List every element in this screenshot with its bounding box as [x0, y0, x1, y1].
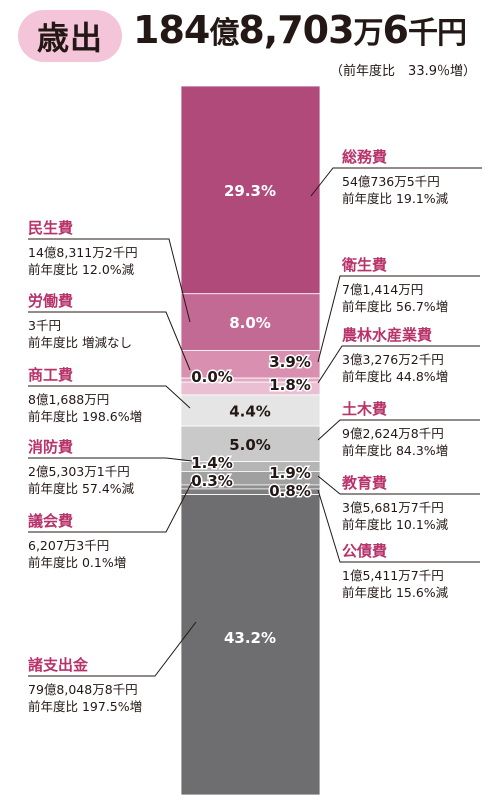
- total-unit-2: 万: [353, 16, 384, 51]
- category-amount-eisei: 7億1,414万円: [342, 282, 423, 297]
- total-unit-3: 千円: [407, 16, 467, 51]
- category-amount-kyoiku: 3億5,681万7千円: [342, 500, 444, 515]
- category-name-kyoiku: 教育費: [341, 474, 387, 492]
- leader-line-shoshishutsu: [28, 621, 197, 677]
- category-amount-shoko: 8億1,688万円: [28, 392, 109, 407]
- pct-label-rodo: 0.0%: [191, 368, 233, 386]
- category-amount-kosai: 1億5,411万7千円: [342, 568, 444, 583]
- bar-segment-minsei: [180, 293, 321, 351]
- category-name-shoko: 商工費: [28, 366, 73, 384]
- pct-label-shoshishutsu: 43.2%: [224, 629, 276, 647]
- leader-line-shoko: [28, 385, 191, 409]
- leader-line-shobo: [28, 457, 193, 462]
- category-change-doboku: 前年度比 84.3%増: [342, 443, 448, 458]
- leader-line-doboku: [317, 419, 480, 441]
- pct-label-doboku: 5.0%: [229, 436, 271, 454]
- category-change-gikai: 前年度比 0.1%増: [28, 555, 126, 570]
- pct-label-shoko: 4.4%: [229, 402, 271, 420]
- leader-line-kosai: [317, 489, 480, 563]
- category-change-rodo: 前年度比 増減なし: [28, 335, 132, 350]
- total-part-1: 184: [133, 8, 210, 52]
- total-unit-1: 億: [209, 16, 239, 51]
- category-amount-soumu: 54億736万5千円: [342, 174, 440, 189]
- leader-line-eisei: [317, 275, 480, 363]
- pct-label-soumu: 29.3%: [224, 182, 276, 200]
- category-amount-shobo: 2億5,303万1千円: [28, 464, 130, 479]
- category-change-shobo: 前年度比 57.4%減: [28, 481, 135, 496]
- leader-line-minsei: [28, 238, 191, 323]
- category-name-shobo: 消防費: [28, 438, 73, 456]
- pct-label-gikai: 0.3%: [191, 472, 233, 490]
- category-change-minsei: 前年度比 12.0%減: [28, 262, 135, 277]
- bar-segment-shoshishutsu: [180, 494, 321, 796]
- category-name-kosai: 公債費: [342, 542, 387, 560]
- leader-line-gikai: [28, 481, 193, 533]
- category-amount-shoshishutsu: 79億8,048万8千円: [28, 682, 138, 697]
- leader-line-kyoiku: [317, 475, 480, 495]
- category-change-shoko: 前年度比 198.6%増: [28, 409, 142, 424]
- pct-label-shobo: 1.4%: [191, 454, 233, 472]
- header-badge-label: 歳出: [36, 19, 103, 57]
- category-change-soumu: 前年度比 19.1%減: [342, 191, 449, 206]
- category-name-minsei: 民生費: [28, 219, 73, 237]
- pct-label-eisei: 3.9%: [269, 353, 311, 371]
- pct-label-norin: 1.8%: [269, 376, 311, 394]
- category-amount-minsei: 14億8,311万2千円: [28, 245, 138, 260]
- category-name-eisei: 衛生費: [341, 256, 387, 274]
- total-part-3: 6: [382, 8, 409, 52]
- leader-line-rodo: [28, 311, 191, 371]
- category-name-soumu: 総務費: [342, 148, 387, 166]
- category-change-kosai: 前年度比 15.6%減: [342, 585, 449, 600]
- total-part-2: 8,703: [238, 8, 354, 52]
- category-name-shoshishutsu: 諸支出金: [28, 656, 89, 674]
- category-name-gikai: 議会費: [28, 512, 73, 530]
- category-change-shoshishutsu: 前年度比 197.5%増: [28, 699, 142, 714]
- category-change-eisei: 前年度比 56.7%増: [342, 299, 448, 314]
- category-change-kyoiku: 前年度比 10.1%減: [342, 517, 449, 532]
- bar-segment-soumu: [180, 85, 321, 295]
- category-name-doboku: 土木費: [342, 400, 387, 418]
- pct-label-kyoiku: 1.9%: [269, 464, 311, 482]
- category-amount-gikai: 6,207万3千円: [28, 538, 109, 553]
- leader-line-soumu: [310, 167, 482, 197]
- category-change-norin: 前年度比 44.8%増: [342, 369, 448, 384]
- category-name-rodo: 労働費: [28, 292, 73, 310]
- total-amount: 184億8,703万6千円: [133, 8, 467, 52]
- bar-segment-shoko: [180, 394, 321, 427]
- category-amount-rodo: 3千円: [28, 318, 61, 333]
- pct-label-minsei: 8.0%: [229, 314, 271, 332]
- header-badge: 歳出: [18, 10, 122, 62]
- bar-segment-doboku: [180, 425, 321, 462]
- total-change-note: （前年度比 33.9％増）: [330, 64, 476, 79]
- category-amount-norin: 3億3,276万2千円: [342, 352, 444, 367]
- category-name-norin: 農林水産業費: [342, 326, 432, 344]
- pct-label-kosai: 0.8%: [269, 482, 311, 500]
- bar-segment-eisei: [180, 350, 321, 379]
- category-amount-doboku: 9億2,624万8千円: [342, 426, 444, 441]
- leader-line-norin: [317, 345, 480, 384]
